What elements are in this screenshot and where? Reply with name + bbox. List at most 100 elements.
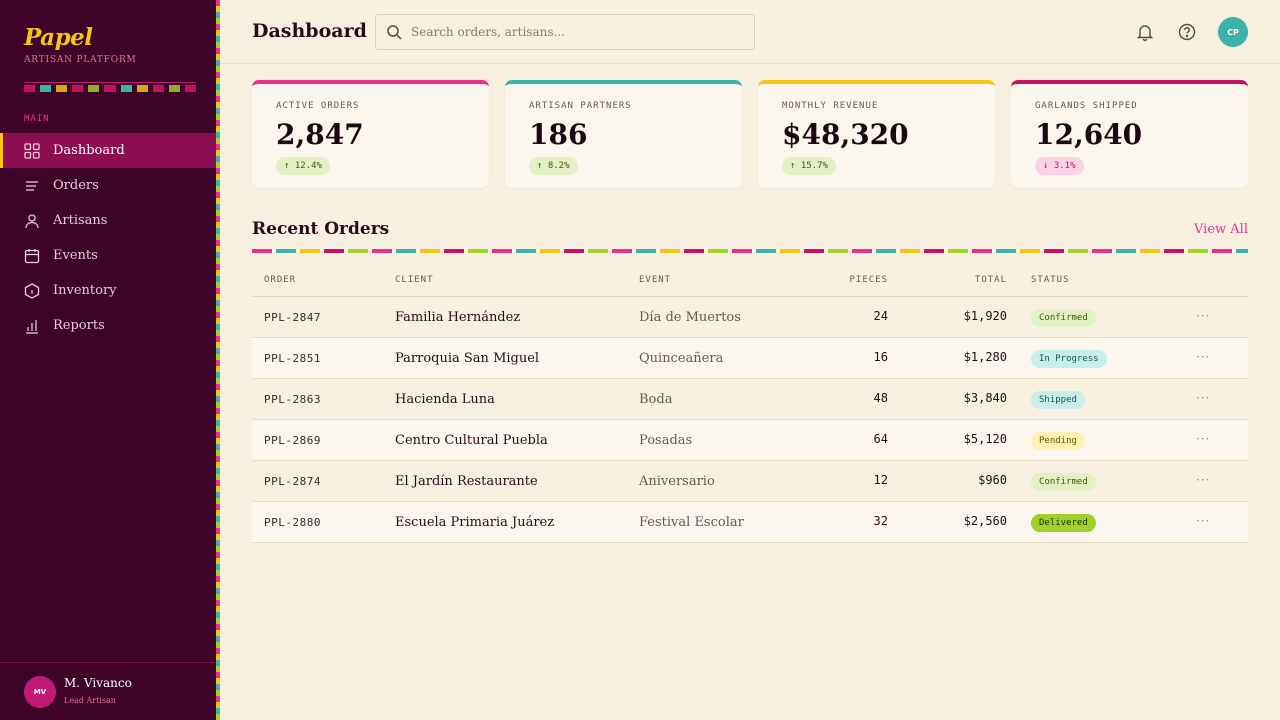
sidebar-item-events[interactable]: Events: [0, 238, 216, 273]
client-name: Parroquia San Miguel: [395, 351, 540, 366]
pieces-count: 12: [873, 473, 888, 487]
notifications-button[interactable]: [1135, 22, 1155, 42]
bar-chart-icon: [26, 319, 38, 334]
sidebar-item-label: Reports: [53, 318, 105, 333]
status-badge: Pending: [1031, 432, 1085, 450]
order-id[interactable]: PPL-2880: [264, 516, 321, 529]
user-profile[interactable]: MV M. Vivanco Lead Artisan: [0, 662, 216, 720]
view-all-link[interactable]: View All: [1194, 222, 1248, 237]
column-header-client[interactable]: CLIENT: [395, 275, 434, 285]
row-actions-button[interactable]: ···: [1196, 514, 1211, 528]
stat-delta-badge: ↑ 8.2%: [529, 157, 578, 175]
top-header: Dashboard CP: [220, 0, 1280, 64]
column-header-status[interactable]: STATUS: [1031, 275, 1070, 285]
sidebar-nav: Dashboard Orders Artisans Events Invento…: [0, 133, 216, 343]
bell-icon: [1136, 25, 1154, 41]
event-name: Día de Muertos: [639, 310, 741, 325]
stat-card-monthly-revenue[interactable]: MONTHLY REVENUE $48,320 ↑ 15.7%: [758, 80, 995, 188]
stat-value: 186: [529, 118, 588, 151]
person-icon: [25, 213, 39, 228]
event-name: Quinceañera: [639, 351, 724, 366]
page-title: Dashboard: [252, 20, 367, 42]
stat-delta-badge: ↑ 12.4%: [276, 157, 330, 175]
search-icon: [387, 25, 402, 40]
status-badge: Delivered: [1031, 514, 1096, 532]
nav-section-label: MAIN: [24, 114, 50, 124]
row-actions-button[interactable]: ···: [1196, 473, 1211, 487]
client-name: Centro Cultural Puebla: [395, 433, 548, 448]
order-id[interactable]: PPL-2847: [264, 311, 321, 324]
order-total: $5,120: [963, 432, 1007, 446]
sidebar-item-label: Events: [53, 248, 98, 263]
order-total: $1,280: [963, 350, 1007, 364]
sidebar-item-orders[interactable]: Orders: [0, 168, 216, 203]
pieces-count: 64: [873, 432, 888, 446]
brand-subtitle: ARTISAN PLATFORM: [24, 55, 137, 65]
pieces-count: 48: [873, 391, 888, 405]
orders-table: ORDER CLIENT EVENT PIECES TOTAL STATUS P…: [252, 263, 1248, 543]
sidebar-item-label: Dashboard: [53, 143, 125, 158]
section-title: Recent Orders: [252, 219, 390, 239]
brand-logo[interactable]: Papel: [24, 24, 93, 51]
table-row[interactable]: PPL-2847 Familia Hernández Día de Muertos 2…: [252, 297, 1248, 338]
stat-value: $48,320: [782, 118, 909, 151]
column-header-order[interactable]: ORDER: [264, 275, 297, 285]
search-box[interactable]: [375, 14, 755, 50]
stat-label: ACTIVE ORDERS: [276, 101, 360, 111]
stat-label: ARTISAN PARTNERS: [529, 101, 632, 111]
column-header-pieces[interactable]: PIECES: [849, 275, 888, 285]
client-name: Hacienda Luna: [395, 392, 495, 407]
stat-label: GARLANDS SHIPPED: [1035, 101, 1138, 111]
grid-icon: [24, 142, 40, 159]
table-row[interactable]: PPL-2874 El Jardín Restaurante Aniversario…: [252, 461, 1248, 502]
row-actions-button[interactable]: ···: [1196, 350, 1211, 364]
order-id[interactable]: PPL-2851: [264, 352, 321, 365]
table-row[interactable]: PPL-2869 Centro Cultural Puebla Posadas 64 $…: [252, 420, 1248, 461]
help-button[interactable]: [1177, 22, 1197, 42]
table-row[interactable]: PPL-2880 Escuela Primaria Juárez Festival …: [252, 502, 1248, 543]
pieces-count: 24: [873, 309, 888, 323]
account-avatar[interactable]: CP: [1218, 17, 1248, 47]
client-name: Familia Hernández: [395, 310, 521, 325]
sidebar-item-label: Artisans: [53, 213, 108, 228]
brand: Papel ARTISAN PLATFORM: [24, 24, 137, 65]
user-name: M. Vivanco: [64, 676, 132, 690]
search-input[interactable]: [411, 25, 731, 39]
stat-card-garlands-shipped[interactable]: GARLANDS SHIPPED 12,640 ↓ 3.1%: [1011, 80, 1248, 188]
stat-label: MONTHLY REVENUE: [782, 101, 879, 111]
help-icon: [1178, 23, 1196, 41]
table-header: ORDER CLIENT EVENT PIECES TOTAL STATUS: [252, 263, 1248, 297]
sidebar-item-label: Orders: [53, 178, 99, 193]
event-name: Posadas: [639, 433, 693, 448]
event-name: Boda: [639, 392, 673, 407]
column-header-event[interactable]: EVENT: [639, 275, 672, 285]
stat-card-active-orders[interactable]: ACTIVE ORDERS 2,847 ↑ 12.4%: [252, 80, 489, 188]
order-id[interactable]: PPL-2863: [264, 393, 321, 406]
column-header-total[interactable]: TOTAL: [974, 275, 1007, 285]
order-total: $960: [978, 473, 1007, 487]
table-row[interactable]: PPL-2851 Parroquia San Miguel Quinceañera 1…: [252, 338, 1248, 379]
status-badge: Confirmed: [1031, 309, 1096, 327]
order-total: $3,840: [963, 391, 1007, 405]
stat-value: 2,847: [276, 118, 364, 151]
table-row[interactable]: PPL-2863 Hacienda Luna Boda 48 $3,840 Shipped…: [252, 379, 1248, 420]
status-badge: Shipped: [1031, 391, 1085, 409]
stat-card-artisan-partners[interactable]: ARTISAN PARTNERS 186 ↑ 8.2%: [505, 80, 742, 188]
stat-cards: ACTIVE ORDERS 2,847 ↑ 12.4% ARTISAN PART…: [252, 80, 1248, 188]
event-name: Aniversario: [639, 474, 715, 489]
sidebar-item-artisans[interactable]: Artisans: [0, 203, 216, 238]
order-id[interactable]: PPL-2869: [264, 434, 321, 447]
status-badge: In Progress: [1031, 350, 1107, 368]
section-divider-stripe: [252, 249, 1248, 253]
row-actions-button[interactable]: ···: [1196, 391, 1211, 405]
sidebar-item-dashboard[interactable]: Dashboard: [0, 133, 216, 168]
client-name: Escuela Primaria Juárez: [395, 515, 555, 530]
row-actions-button[interactable]: ···: [1196, 309, 1211, 323]
sidebar-item-reports[interactable]: Reports: [0, 308, 216, 343]
order-id[interactable]: PPL-2874: [264, 475, 321, 488]
sidebar-item-inventory[interactable]: Inventory: [0, 273, 216, 308]
pieces-count: 32: [873, 514, 888, 528]
box-icon: [24, 282, 40, 299]
sidebar-divider-stripe: [216, 0, 220, 720]
row-actions-button[interactable]: ···: [1196, 432, 1211, 446]
